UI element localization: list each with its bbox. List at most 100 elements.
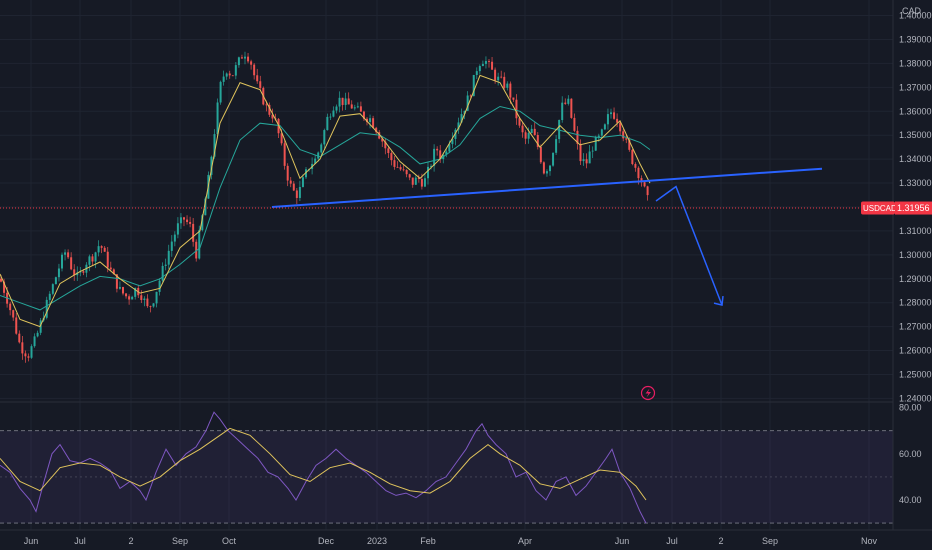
candle (518, 118, 521, 126)
candle (82, 271, 85, 273)
candle (237, 57, 240, 66)
candle (289, 180, 292, 184)
candle (491, 61, 494, 70)
trend-line[interactable] (271, 167, 823, 208)
candle (228, 73, 231, 76)
candle (173, 234, 176, 242)
lightning-icon[interactable] (640, 385, 656, 401)
candle (405, 169, 408, 175)
candle (97, 246, 100, 253)
candle (362, 111, 365, 119)
candle (390, 153, 393, 161)
candle (457, 122, 460, 130)
price-tick-label: 1.30000 (899, 250, 932, 260)
candle (314, 158, 317, 164)
candle (631, 149, 634, 165)
candle (216, 102, 219, 135)
candle (402, 169, 405, 171)
candle (146, 298, 149, 307)
candle (131, 296, 134, 300)
candle (222, 76, 225, 82)
candle (533, 128, 536, 135)
candle (271, 114, 274, 119)
candle (231, 75, 234, 77)
candle (164, 264, 167, 266)
time-axis[interactable]: Jun Jul 2 Sep Oct Dec 2023 Feb Apr Jun Jul 2 Sep Nov (24, 536, 878, 546)
candle (88, 256, 91, 265)
time-tick-label: Oct (222, 536, 237, 546)
candle (24, 353, 27, 357)
candle (640, 178, 643, 183)
candle (503, 76, 506, 88)
candle (414, 177, 417, 185)
candle (582, 159, 585, 162)
last-price-background (895, 201, 932, 215)
rsi-scale[interactable]: 80.00 60.00 40.00 (899, 403, 922, 505)
candle (512, 97, 515, 100)
candle (509, 83, 512, 98)
candle (244, 56, 246, 59)
rsi-moving-average-line (0, 427, 647, 501)
candle (100, 246, 103, 248)
candle (292, 183, 295, 191)
candle (186, 219, 189, 223)
candle (350, 104, 353, 109)
candle (48, 293, 51, 300)
candle (128, 296, 131, 300)
candle (497, 76, 500, 81)
candle (451, 138, 454, 145)
candle (506, 83, 509, 88)
candle (179, 217, 182, 224)
projection-arrow[interactable] (655, 185, 723, 306)
candle (170, 241, 173, 251)
candle (15, 317, 18, 334)
candle (329, 116, 332, 118)
candle (613, 112, 616, 119)
candle (140, 295, 143, 300)
candle (323, 130, 326, 145)
candle (430, 165, 433, 167)
candle (436, 148, 439, 151)
candle (122, 287, 124, 294)
candle (3, 281, 6, 293)
candle (603, 124, 606, 130)
candle (189, 222, 192, 224)
time-tick-label: Sep (762, 536, 778, 546)
candle (152, 303, 155, 307)
candle (57, 268, 60, 278)
candle (579, 143, 582, 162)
candle (643, 182, 646, 187)
candle (500, 76, 503, 78)
candle (445, 151, 448, 155)
candle (9, 303, 12, 311)
candle (591, 150, 594, 152)
price-tick-label: 1.40000 (899, 11, 932, 21)
candle (298, 186, 301, 198)
candle (183, 217, 185, 220)
time-tick-label: Apr (518, 536, 532, 546)
candle (527, 133, 530, 139)
candle (570, 98, 573, 118)
candle (158, 280, 161, 292)
price-tick-label: 1.26000 (899, 346, 932, 356)
rsi-tick-label: 80.00 (899, 403, 922, 413)
candle (106, 251, 109, 268)
candle (155, 291, 158, 304)
candle (341, 97, 344, 105)
candle (118, 287, 121, 289)
candle (18, 333, 21, 343)
price-tick-label: 1.37000 (899, 82, 932, 92)
candle (103, 247, 106, 252)
candle (21, 342, 24, 354)
candle (564, 102, 567, 104)
candle (213, 134, 216, 157)
rsi-line (0, 411, 647, 524)
candle (597, 135, 600, 138)
rsi-tick-label: 40.00 (899, 495, 922, 505)
price-tick-label: 1.35000 (899, 130, 932, 140)
candle (265, 104, 268, 106)
candle (372, 118, 375, 128)
candle (240, 57, 243, 59)
candle (30, 346, 33, 358)
